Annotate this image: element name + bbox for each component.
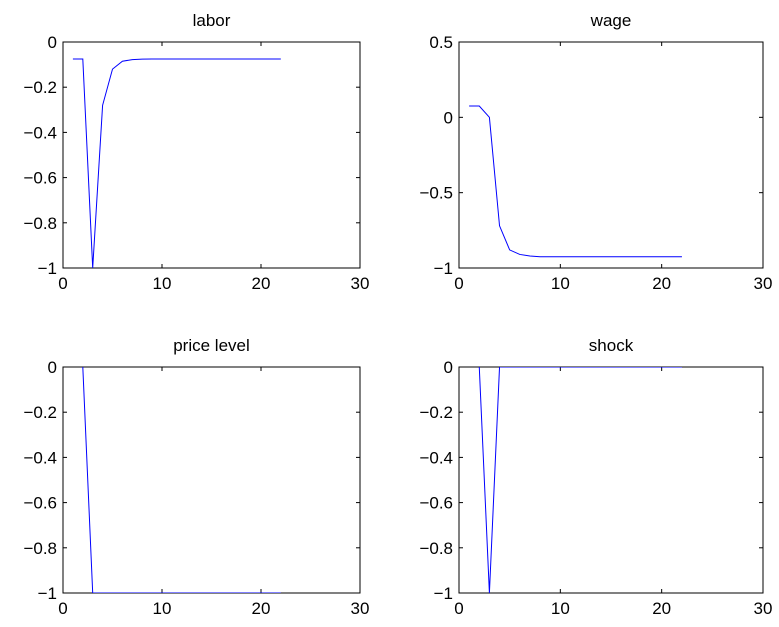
panel-title: wage (590, 11, 632, 30)
series-line (72, 58, 281, 268)
x-tick-label: 20 (252, 599, 271, 618)
y-tick-label: 0 (48, 358, 57, 377)
y-tick-label: −0.4 (419, 448, 453, 467)
y-tick-label: 0 (444, 358, 453, 377)
y-tick-label: −0.8 (419, 539, 453, 558)
x-tick-label: 20 (652, 274, 671, 293)
x-tick-label: 30 (351, 274, 370, 293)
axes-box (62, 366, 361, 594)
y-tick-label: −0.6 (419, 494, 453, 513)
y-tick-label: −0.6 (23, 494, 57, 513)
y-tick-label: 0 (48, 33, 57, 52)
chart-panel: labor 0 10 20 30 0 −0.2 −0.4 −0.6 −0.8 −1 (23, 11, 369, 293)
y-tick-label: −0.2 (419, 403, 453, 422)
x-tick-label: 30 (351, 599, 370, 618)
panel-title: shock (589, 336, 634, 355)
y-tick-label: 0 (444, 108, 453, 127)
series-line (469, 105, 682, 258)
chart-panel: wage 0 10 20 30 0.5 0 −0.5 −1 (419, 11, 772, 293)
x-tick-label: 10 (551, 599, 570, 618)
y-tick-label: −0.8 (23, 539, 57, 558)
y-tick-label: −1 (38, 584, 57, 603)
y-tick-label: −0.8 (23, 214, 57, 233)
x-tick-label: 0 (454, 599, 463, 618)
y-tick-label: −1 (38, 259, 57, 278)
x-tick-label: 0 (454, 274, 463, 293)
x-tick-label: 30 (754, 599, 773, 618)
x-tick-label: 10 (153, 274, 172, 293)
chart-panel: shock 0 10 20 30 0 −0.2 −0.4 −0.6 −0.8 −1 (419, 336, 772, 618)
x-tick-label: 30 (754, 274, 773, 293)
axes-box (62, 41, 361, 269)
panel-title: price level (173, 336, 250, 355)
y-tick-label: −1 (434, 584, 453, 603)
chart-panel: price level 0 10 20 30 0 −0.2 −0.4 −0.6 −0.8 −1 (23, 336, 369, 618)
axes-box (458, 366, 764, 594)
y-tick-label: −0.4 (23, 123, 57, 142)
x-tick-label: 20 (252, 274, 271, 293)
y-tick-label: −0.5 (419, 184, 453, 203)
x-tick-label: 10 (153, 599, 172, 618)
x-tick-label: 0 (58, 274, 67, 293)
y-tick-label: −1 (434, 259, 453, 278)
y-tick-label: −0.2 (23, 78, 57, 97)
y-tick-label: −0.2 (23, 403, 57, 422)
y-tick-label: −0.6 (23, 169, 57, 188)
x-tick-label: 20 (652, 599, 671, 618)
x-tick-label: 0 (58, 599, 67, 618)
panel-title: labor (193, 11, 231, 30)
y-tick-label: −0.4 (23, 448, 57, 467)
y-tick-label: 0.5 (429, 33, 453, 52)
axes-box (458, 41, 764, 269)
x-tick-label: 10 (551, 274, 570, 293)
